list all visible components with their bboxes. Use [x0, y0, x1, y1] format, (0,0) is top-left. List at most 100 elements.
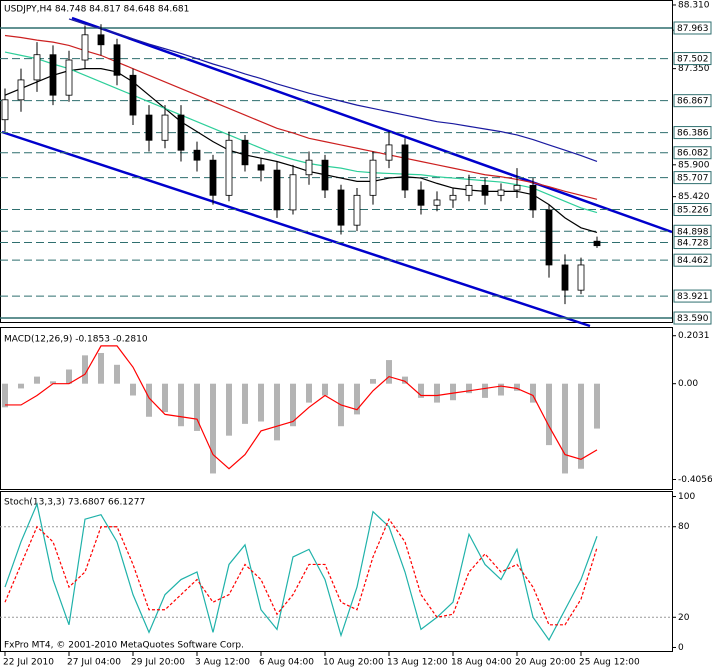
- y-tick-label: 20: [678, 613, 690, 623]
- level-label: 85.707: [677, 174, 709, 184]
- level-label: 86.386: [677, 129, 709, 139]
- histogram-bar: [450, 383, 456, 401]
- histogram-bar: [578, 383, 584, 469]
- candle-body: [545, 209, 553, 266]
- candle-body: [193, 149, 201, 161]
- indicator-line: [4, 51, 598, 214]
- x-tick-label: 6 Aug 04:00: [259, 658, 314, 668]
- candle-body: [129, 74, 137, 116]
- level-label-box: [673, 236, 712, 250]
- candle-body: [241, 139, 249, 166]
- candle-body: [81, 34, 89, 61]
- histogram-bar: [306, 383, 312, 403]
- candle-body: [433, 199, 441, 206]
- level-label: 87.963: [677, 24, 709, 34]
- candle-body: [97, 34, 105, 46]
- candle-body: [513, 184, 521, 191]
- level-label: 86.082: [677, 149, 709, 159]
- histogram-bar: [66, 369, 72, 384]
- level-label-box: [673, 52, 712, 66]
- candle-body: [337, 189, 345, 226]
- x-tick-label: 22 Jul 2010: [3, 658, 54, 668]
- candle-body: [305, 159, 313, 176]
- level-label: 84.898: [677, 227, 709, 237]
- stoch-panel: [0, 491, 673, 652]
- candle-body: [161, 114, 169, 141]
- histogram-bar: [2, 383, 8, 408]
- price-title: USDJPY,H4 84.748 84.817 84.648 84.681: [4, 5, 189, 15]
- histogram-bar: [514, 383, 520, 391]
- histogram-bar: [386, 360, 392, 384]
- y-tick-label: 85.900: [678, 160, 710, 170]
- histogram-bar: [258, 383, 264, 422]
- y-tick-label: 80: [678, 522, 690, 532]
- histogram-bar: [34, 376, 40, 384]
- histogram-bar: [242, 383, 248, 424]
- histogram-bar: [322, 383, 328, 396]
- y-tick-label: 0.00: [678, 379, 698, 389]
- x-tick-label: 29 Jul 20:00: [131, 658, 185, 668]
- histogram-bar: [226, 383, 232, 436]
- level-label: 84.462: [677, 256, 709, 266]
- candle-body: [593, 240, 601, 247]
- histogram-bar: [114, 364, 120, 384]
- histogram-bar: [210, 383, 216, 474]
- price-panel: [0, 0, 673, 323]
- candle-body: [145, 114, 153, 141]
- histogram-bar: [194, 383, 200, 431]
- y-tick-label: 87.350: [678, 64, 710, 74]
- histogram-bar: [50, 381, 56, 384]
- histogram-bar: [290, 383, 296, 427]
- y-tick-label: 100: [678, 492, 695, 502]
- histogram-bar: [370, 378, 376, 384]
- histogram-bar: [274, 383, 280, 441]
- indicator-line: [4, 502, 598, 642]
- x-tick-label: 18 Aug 04:00: [451, 658, 512, 668]
- histogram-bar: [434, 383, 440, 403]
- histogram-bar: [418, 383, 424, 398]
- x-tick-label: 10 Aug 20:00: [323, 658, 384, 668]
- x-tick-label: 13 Aug 12:00: [387, 658, 448, 668]
- candle-body: [465, 184, 473, 196]
- macd-panel: [0, 327, 673, 490]
- candle-body: [497, 189, 505, 196]
- stoch-title: Stoch(13,3,3) 73.6807 66.1277: [4, 498, 145, 508]
- histogram-bar: [562, 383, 568, 474]
- level-label-box: [673, 171, 712, 185]
- channel-lower: [1, 130, 591, 328]
- level-label: 83.590: [677, 314, 709, 324]
- candle-body: [65, 59, 73, 96]
- y-tick-label: 88.310: [678, 0, 710, 10]
- candle-body: [177, 114, 185, 151]
- y-tick-label: 0.2031: [678, 331, 710, 341]
- level-label: 86.867: [677, 97, 709, 107]
- candle-body: [225, 139, 233, 196]
- candle-body: [33, 54, 41, 81]
- indicator-line: [68, 18, 598, 163]
- level-label-box: [673, 289, 712, 303]
- y-tick-label: -0.4056: [678, 475, 712, 485]
- histogram-bar: [178, 383, 184, 427]
- histogram-bar: [498, 383, 504, 396]
- candle-body: [577, 264, 585, 291]
- candle-body: [113, 44, 121, 76]
- candle-body: [257, 164, 265, 171]
- level-label-box: [673, 146, 712, 160]
- candle-body: [529, 184, 537, 211]
- candle-body: [369, 159, 377, 196]
- indicator-line: [5, 345, 598, 470]
- macd-title: MACD(12,26,9) -0.1853 -0.2810: [4, 335, 148, 345]
- channel-upper: [71, 16, 673, 234]
- y-tick-label: 0: [678, 643, 684, 653]
- candle-body: [385, 144, 393, 161]
- level-label-box: [673, 311, 712, 325]
- candle-body: [401, 144, 409, 191]
- histogram-bar: [482, 383, 488, 398]
- histogram-bar: [402, 376, 408, 384]
- histogram-bar: [18, 383, 24, 389]
- x-tick-label: 27 Jul 04:00: [67, 658, 121, 668]
- level-label: 83.921: [677, 292, 709, 302]
- level-label-box: [673, 253, 712, 267]
- candle-body: [353, 194, 361, 226]
